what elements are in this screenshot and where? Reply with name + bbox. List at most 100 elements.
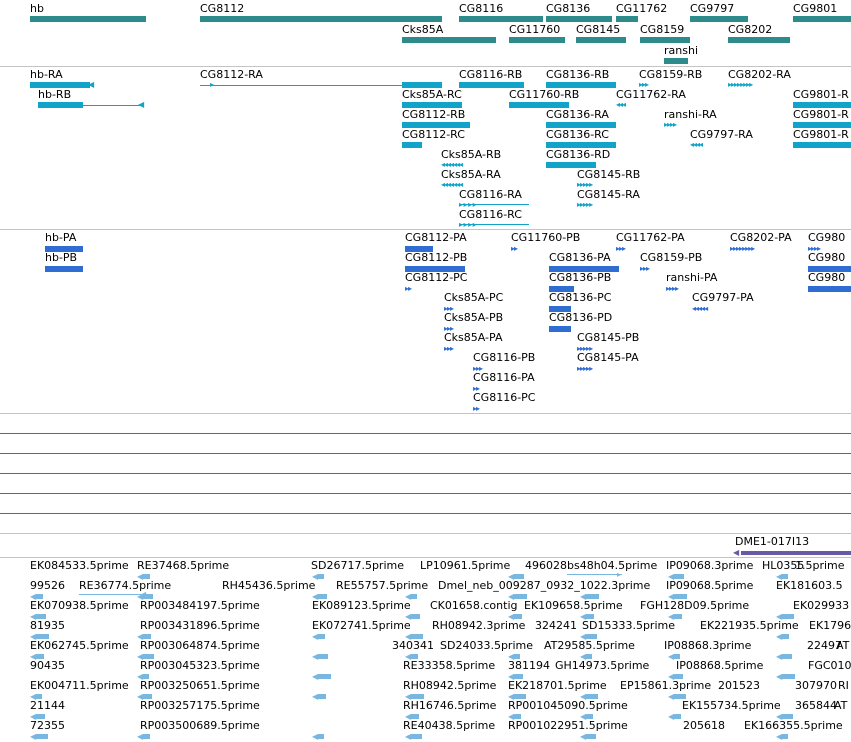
est-bar[interactable] — [318, 634, 325, 639]
feature-label[interactable]: EK070938.5prime — [30, 599, 129, 612]
feature-bar[interactable] — [793, 122, 851, 128]
feature-label[interactable]: CG8112 — [200, 2, 245, 15]
feature-label[interactable]: CG8112-RA — [200, 68, 263, 81]
feature-label[interactable]: CG8116 — [459, 2, 504, 15]
feature-label[interactable]: SD24033.5prime — [440, 639, 533, 652]
feature-label[interactable]: CG8136-PB — [549, 271, 612, 284]
feature-label[interactable]: SD26717.5prime — [311, 559, 404, 572]
feature-label[interactable]: AT — [834, 699, 848, 712]
feature-label[interactable]: Dmel_neb_009287_0932_1022.3prime — [438, 579, 651, 592]
feature-label[interactable]: EK218701.5prime — [508, 679, 607, 692]
feature-label[interactable]: CG11760-RB — [509, 88, 580, 101]
gene-bar[interactable] — [200, 16, 442, 22]
feature-label[interactable]: 21144 — [30, 699, 65, 712]
feature-bar[interactable] — [808, 286, 851, 292]
est-bar[interactable] — [586, 694, 598, 699]
feature-label[interactable]: IP08868.5prime — [676, 659, 764, 672]
feature-label[interactable]: 22497 — [807, 639, 842, 652]
feature-bar[interactable] — [30, 82, 90, 88]
feature-label[interactable]: IP09068.5prime — [666, 579, 754, 592]
feature-label[interactable]: RP003431896.5prime — [140, 619, 260, 632]
feature-bar[interactable] — [402, 82, 442, 88]
est-bar[interactable] — [782, 634, 789, 639]
feature-label[interactable]: CG11760 — [509, 23, 561, 36]
feature-bar[interactable] — [45, 246, 83, 252]
est-bar[interactable] — [318, 594, 327, 599]
est-bar[interactable] — [674, 694, 686, 699]
est-bar[interactable] — [411, 734, 422, 739]
feature-bar[interactable] — [549, 306, 571, 312]
feature-label[interactable]: EK084533.5prime — [30, 559, 129, 572]
est-bar[interactable] — [36, 594, 43, 599]
feature-label[interactable]: 72355 — [30, 719, 65, 732]
feature-label[interactable]: ranshi-PA — [666, 271, 718, 284]
feature-label[interactable]: CG8112-PA — [405, 231, 467, 244]
feature-label[interactable]: Cks85A-RB — [441, 148, 502, 161]
est-bar[interactable] — [586, 734, 596, 739]
feature-label[interactable]: RE40438.5prime — [403, 719, 496, 732]
feature-label[interactable]: CG8116-PA — [473, 371, 535, 384]
est-bar[interactable] — [36, 734, 48, 739]
feature-bar[interactable] — [402, 142, 422, 148]
feature-label[interactable]: RE33358.5prime — [403, 659, 496, 672]
feature-label[interactable]: hb — [30, 2, 44, 15]
feature-label[interactable]: CG8136-PC — [549, 291, 612, 304]
feature-label[interactable]: 324241 — [535, 619, 577, 632]
est-bar[interactable] — [674, 654, 680, 659]
feature-label[interactable]: CG8145-PA — [577, 351, 639, 364]
feature-label[interactable]: 381194 — [508, 659, 550, 672]
feature-label[interactable]: Cks85A-PA — [444, 331, 503, 344]
gene-bar[interactable] — [793, 16, 851, 22]
feature-label[interactable]: 1.5prime — [795, 559, 845, 572]
feature-label[interactable]: EK072741.5prime — [312, 619, 411, 632]
feature-label[interactable]: CG8112-PC — [405, 271, 468, 284]
est-bar[interactable] — [143, 734, 150, 739]
feature-label[interactable]: 365844 — [795, 699, 837, 712]
est-bar[interactable] — [782, 654, 792, 659]
feature-label[interactable]: Cks85A-PB — [444, 311, 504, 324]
est-bar[interactable] — [782, 574, 788, 579]
est-bar[interactable] — [318, 694, 326, 699]
feature-label[interactable]: RP001045090.5prime — [508, 699, 628, 712]
gene-bar[interactable] — [546, 16, 612, 22]
feature-label[interactable]: Cks85A-RC — [402, 88, 462, 101]
gene-bar[interactable] — [402, 37, 496, 43]
feature-label[interactable]: CG8136-PD — [549, 311, 613, 324]
est-bar[interactable] — [782, 714, 793, 719]
feature-label[interactable]: Cks85A-RA — [441, 168, 501, 181]
feature-label[interactable]: CG8116-RC — [459, 208, 522, 221]
feature-label[interactable]: hb-PA — [45, 231, 77, 244]
feature-label[interactable]: 340341 — [392, 639, 434, 652]
est-bar[interactable] — [782, 734, 788, 739]
est-bar[interactable] — [782, 614, 794, 619]
feature-label[interactable]: CG8136-RA — [546, 108, 609, 121]
feature-label[interactable]: EK089123.5prime — [312, 599, 411, 612]
gene-bar[interactable] — [664, 58, 688, 64]
feature-label[interactable]: CG11760-PB — [511, 231, 581, 244]
est-bar[interactable] — [586, 634, 597, 639]
feature-label[interactable]: RI — [838, 679, 849, 692]
gene-bar[interactable] — [728, 37, 790, 43]
est-bar[interactable] — [318, 574, 324, 579]
est-bar[interactable] — [143, 694, 152, 699]
feature-label[interactable]: CG980 — [808, 271, 846, 284]
feature-label[interactable]: bs48h04.5prime — [567, 559, 658, 572]
est-bar[interactable] — [318, 674, 331, 679]
feature-label[interactable]: CG8145-PB — [577, 331, 640, 344]
feature-label[interactable]: CK01658.contig — [430, 599, 518, 612]
est-bar[interactable] — [411, 594, 417, 599]
feature-label[interactable]: LP10961.5prime — [420, 559, 511, 572]
feature-label[interactable]: EK181603.5 — [776, 579, 843, 592]
feature-label[interactable]: RP003045323.5prime — [140, 659, 260, 672]
feature-label[interactable]: CG8136 — [546, 2, 591, 15]
feature-label[interactable]: CG9801 — [793, 2, 838, 15]
est-bar[interactable] — [514, 614, 522, 619]
feature-label[interactable]: CG8136-PA — [549, 251, 611, 264]
feature-label[interactable]: HL0355 — [762, 559, 805, 572]
feature-label[interactable]: CG8145-RA — [577, 188, 640, 201]
est-bar[interactable] — [514, 694, 526, 699]
feature-label[interactable]: RP003064874.5prime — [140, 639, 260, 652]
gene-bar[interactable] — [616, 16, 638, 22]
feature-label[interactable]: CG8112-RC — [402, 128, 465, 141]
feature-bar[interactable] — [546, 142, 616, 148]
